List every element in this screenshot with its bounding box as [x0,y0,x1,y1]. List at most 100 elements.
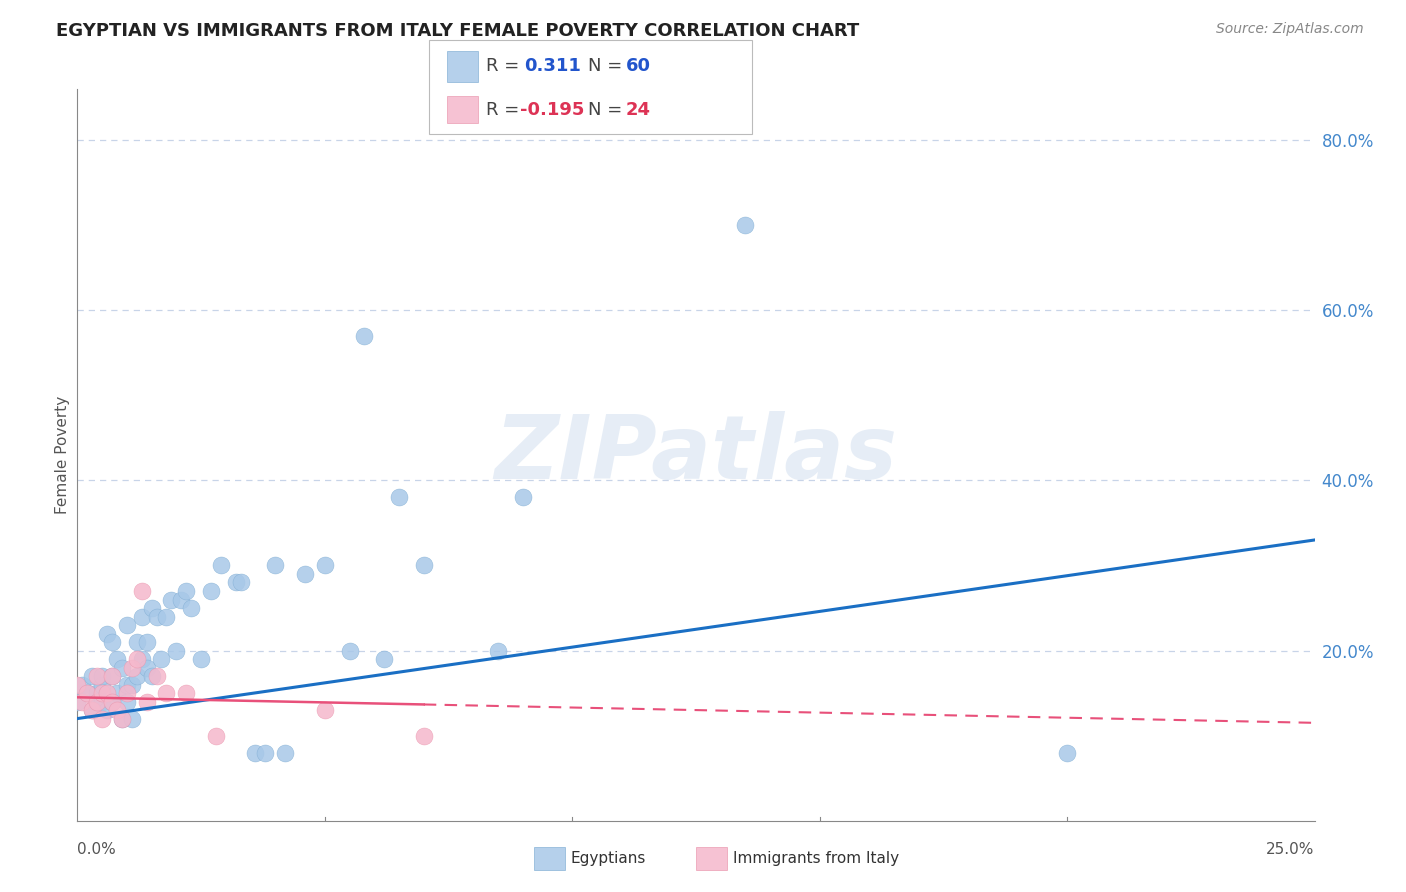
Point [254,746,277,760]
Point [339,643,361,657]
Point [174,686,197,700]
Text: 0.311: 0.311 [524,56,581,75]
Point [111,660,134,674]
Point [264,558,287,573]
Point [160,592,183,607]
Text: 24: 24 [626,101,651,119]
Point [165,643,187,657]
Point [200,584,222,599]
Text: N =: N = [588,56,621,75]
Point [115,677,138,691]
Point [412,729,434,743]
Point [512,491,534,505]
Point [294,566,316,581]
Point [86,695,108,709]
Point [82,703,104,717]
Point [111,712,134,726]
Text: EGYPTIAN VS IMMIGRANTS FROM ITALY FEMALE POVERTY CORRELATION CHART: EGYPTIAN VS IMMIGRANTS FROM ITALY FEMALE… [56,22,859,40]
Text: Egyptians: Egyptians [571,851,647,865]
Point [72,695,94,709]
Point [82,669,104,683]
Point [141,669,163,683]
Point [96,686,118,700]
Point [101,669,124,683]
Point [125,669,148,683]
Point [373,652,395,666]
Point [91,686,114,700]
Point [66,677,89,691]
Text: N =: N = [588,101,621,119]
Point [91,712,114,726]
Point [96,626,118,640]
Point [190,652,212,666]
Text: 60: 60 [626,56,651,75]
Point [125,652,148,666]
Point [121,712,143,726]
Point [86,695,108,709]
Point [96,703,118,717]
Text: Source: ZipAtlas.com: Source: ZipAtlas.com [1216,22,1364,37]
Point [314,558,336,573]
Point [121,660,143,674]
Point [101,695,124,709]
Point [76,686,98,700]
Text: Immigrants from Italy: Immigrants from Italy [733,851,898,865]
Point [91,695,114,709]
Text: -0.195: -0.195 [520,101,585,119]
Point [180,601,202,615]
Point [101,669,124,683]
Point [125,635,148,649]
Point [91,677,114,691]
Point [121,677,143,691]
Point [86,686,108,700]
Point [111,712,134,726]
Point [150,652,173,666]
Point [115,686,138,700]
Point [170,592,193,607]
Point [72,677,94,691]
Point [209,558,232,573]
Point [76,686,98,700]
Point [174,584,197,599]
Point [274,746,297,760]
Point [135,695,157,709]
Point [229,575,252,590]
Point [86,669,108,683]
Point [91,669,114,683]
Text: R =: R = [486,56,526,75]
Point [105,703,128,717]
Point [353,329,375,343]
Point [145,669,167,683]
Y-axis label: Female Poverty: Female Poverty [55,396,70,514]
Point [105,686,128,700]
Point [245,746,267,760]
Point [141,601,163,615]
Point [314,703,336,717]
Point [82,703,104,717]
Point [115,695,138,709]
Point [131,609,153,624]
Point [205,729,228,743]
Point [1056,746,1078,760]
Point [145,609,167,624]
Point [225,575,247,590]
Point [135,635,157,649]
Point [131,584,153,599]
Point [155,686,177,700]
Text: ZIPatlas: ZIPatlas [495,411,897,499]
Point [486,643,509,657]
Point [101,635,124,649]
Point [101,695,124,709]
Point [66,695,89,709]
Point [131,652,153,666]
Point [115,618,138,632]
Point [412,558,434,573]
Point [388,491,411,505]
Text: 0.0%: 0.0% [77,842,117,857]
Point [734,219,756,233]
Text: R =: R = [486,101,526,119]
Point [105,652,128,666]
Point [135,660,157,674]
Point [155,609,177,624]
Text: 25.0%: 25.0% [1267,842,1315,857]
